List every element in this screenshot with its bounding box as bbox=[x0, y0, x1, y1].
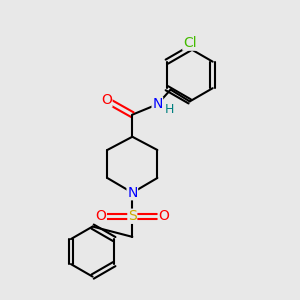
Text: O: O bbox=[101, 93, 112, 107]
Text: O: O bbox=[95, 209, 106, 223]
Text: H: H bbox=[165, 103, 174, 116]
Text: N: N bbox=[127, 186, 137, 200]
Text: S: S bbox=[128, 209, 137, 223]
Text: O: O bbox=[158, 209, 169, 223]
Text: N: N bbox=[152, 98, 163, 111]
Text: Cl: Cl bbox=[183, 36, 196, 50]
